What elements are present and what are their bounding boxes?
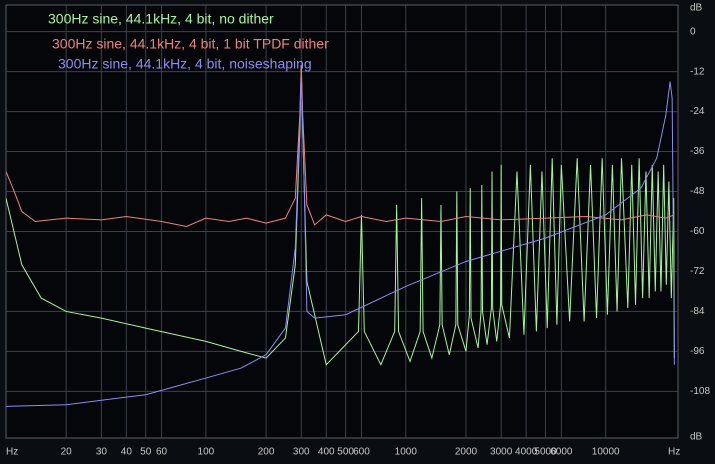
x-tick-label: 50 — [140, 447, 152, 458]
legend-entry: 300Hz sine, 44.1kHz, 4 bit, noiseshaping — [58, 56, 312, 72]
y-tick-label: 0 — [690, 26, 696, 37]
x-tick-label: 500 — [337, 447, 354, 458]
x-tick-label: 200 — [258, 447, 275, 458]
x-unit-right: Hz — [668, 447, 680, 458]
x-tick-label: 3000 — [490, 447, 513, 458]
y-tick-label: -60 — [690, 226, 705, 237]
x-tick-label: 60 — [156, 447, 168, 458]
y-tick-label: -84 — [690, 306, 705, 317]
x-tick-label: 5000 — [534, 447, 557, 458]
y-tick-label: -48 — [690, 186, 705, 197]
x-tick-label: 600 — [353, 447, 370, 458]
x-tick-label: 2000 — [455, 447, 478, 458]
y-tick-label: -96 — [690, 346, 705, 357]
legend-entry: 300Hz sine, 44.1kHz, 4 bit, 1 bit TPDF d… — [52, 36, 329, 52]
y-unit-bottom: dB — [690, 432, 703, 443]
x-tick-label: 400 — [318, 447, 335, 458]
x-tick-label: 1000 — [395, 447, 418, 458]
x-tick-label: 20 — [61, 447, 73, 458]
y-tick-label: -12 — [690, 66, 705, 77]
legend-entry: 300Hz sine, 44.1kHz, 4 bit, no dither — [48, 11, 274, 27]
series-lines — [6, 64, 675, 407]
x-tick-label: 40 — [121, 447, 133, 458]
plot-area — [5, 4, 679, 439]
y-unit-top: dB — [690, 3, 703, 14]
y-tick-label: -108 — [690, 386, 710, 397]
series-line — [6, 64, 675, 366]
x-tick-label: 300 — [293, 447, 310, 458]
x-tick-label: 30 — [96, 447, 108, 458]
series-line — [6, 74, 675, 407]
y-tick-label: -24 — [690, 106, 705, 117]
x-unit-left: Hz — [6, 447, 18, 458]
x-tick-label: 100 — [198, 447, 215, 458]
y-tick-label: -36 — [690, 146, 705, 157]
x-tick-label: 4000 — [515, 447, 538, 458]
x-tick-label: 10000 — [592, 447, 620, 458]
x-tick-label: 6000 — [550, 447, 573, 458]
y-tick-label: -72 — [690, 266, 705, 277]
